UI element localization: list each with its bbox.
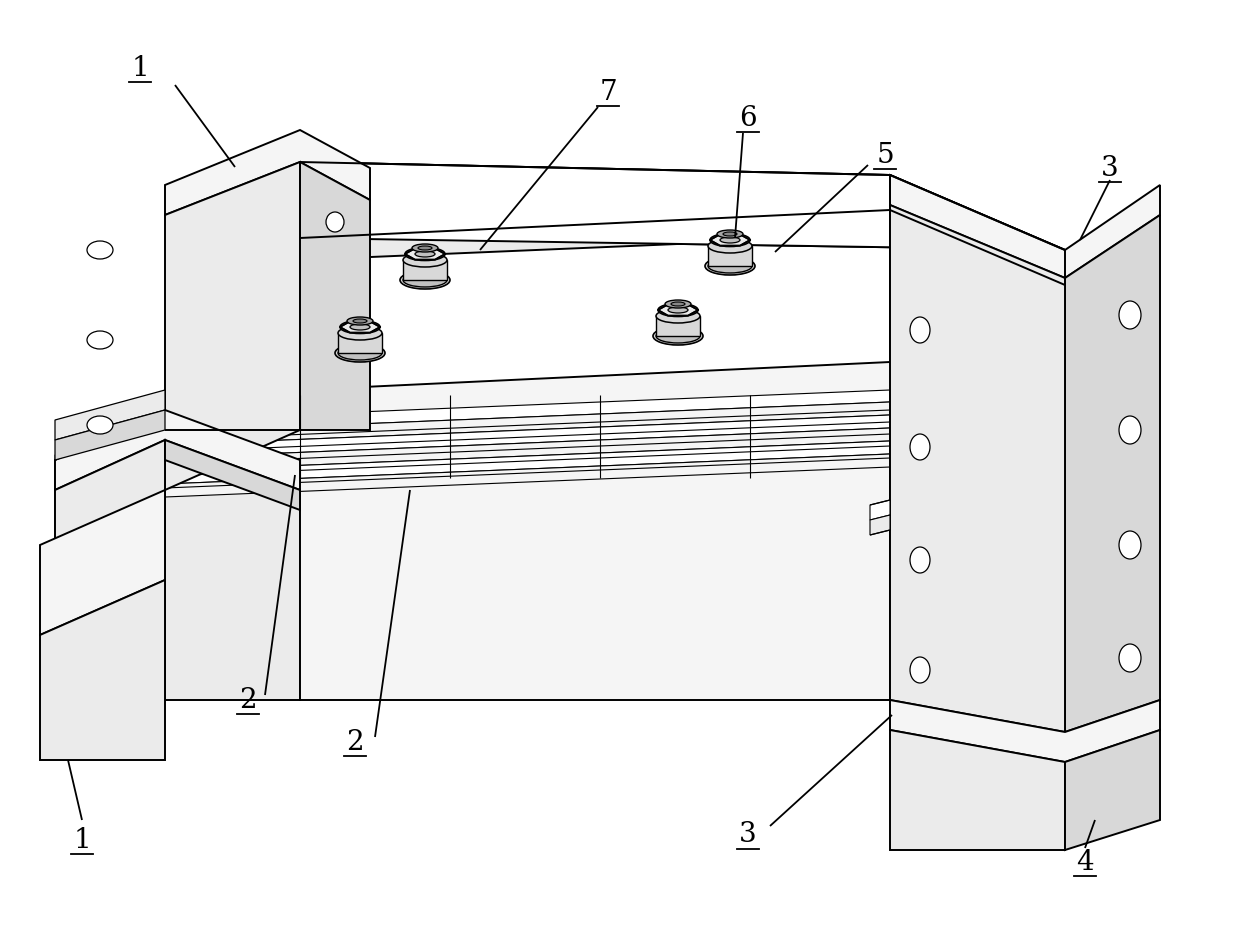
Ellipse shape bbox=[718, 230, 743, 238]
Ellipse shape bbox=[412, 244, 438, 252]
Polygon shape bbox=[56, 432, 165, 480]
Text: 2: 2 bbox=[240, 687, 257, 713]
Polygon shape bbox=[56, 440, 165, 580]
Polygon shape bbox=[1065, 730, 1160, 850]
Polygon shape bbox=[165, 390, 890, 432]
Text: 3: 3 bbox=[740, 821, 757, 849]
Ellipse shape bbox=[417, 246, 432, 250]
Polygon shape bbox=[56, 471, 165, 519]
Ellipse shape bbox=[1119, 644, 1141, 672]
Polygon shape bbox=[165, 441, 890, 484]
Text: 4: 4 bbox=[1076, 849, 1094, 875]
Ellipse shape bbox=[86, 241, 112, 259]
Text: 1: 1 bbox=[73, 827, 91, 853]
Text: 5: 5 bbox=[876, 141, 894, 169]
Ellipse shape bbox=[340, 320, 380, 333]
Ellipse shape bbox=[335, 344, 385, 362]
Ellipse shape bbox=[671, 302, 685, 306]
Text: 3: 3 bbox=[1102, 154, 1119, 182]
Polygon shape bbox=[300, 162, 370, 430]
Polygon shape bbox=[869, 500, 890, 520]
Polygon shape bbox=[405, 248, 445, 259]
Polygon shape bbox=[300, 362, 1065, 468]
Text: 2: 2 bbox=[346, 728, 364, 756]
Polygon shape bbox=[56, 484, 165, 532]
Ellipse shape bbox=[350, 324, 370, 330]
Polygon shape bbox=[300, 162, 1065, 250]
Polygon shape bbox=[710, 234, 750, 245]
Ellipse shape bbox=[722, 232, 737, 236]
Ellipse shape bbox=[326, 212, 345, 232]
Polygon shape bbox=[1065, 215, 1160, 732]
Polygon shape bbox=[56, 445, 165, 493]
Polygon shape bbox=[300, 440, 890, 700]
Polygon shape bbox=[890, 175, 1160, 278]
Polygon shape bbox=[890, 440, 1065, 740]
Polygon shape bbox=[340, 321, 380, 332]
Polygon shape bbox=[338, 333, 382, 353]
Polygon shape bbox=[403, 260, 447, 280]
Ellipse shape bbox=[708, 259, 752, 273]
Ellipse shape bbox=[86, 416, 112, 434]
Ellipse shape bbox=[338, 346, 382, 360]
Polygon shape bbox=[165, 454, 890, 497]
Polygon shape bbox=[165, 402, 890, 445]
Ellipse shape bbox=[708, 239, 752, 253]
Ellipse shape bbox=[353, 319, 367, 323]
Ellipse shape bbox=[720, 237, 740, 243]
Ellipse shape bbox=[710, 234, 750, 246]
Polygon shape bbox=[656, 316, 700, 336]
Ellipse shape bbox=[1119, 416, 1141, 444]
Polygon shape bbox=[869, 515, 890, 535]
Ellipse shape bbox=[415, 251, 435, 257]
Text: 1: 1 bbox=[131, 55, 149, 81]
Polygon shape bbox=[56, 390, 165, 440]
Ellipse shape bbox=[1119, 301, 1141, 329]
Ellipse shape bbox=[403, 253, 447, 267]
Ellipse shape bbox=[658, 303, 698, 316]
Ellipse shape bbox=[653, 327, 703, 345]
Polygon shape bbox=[40, 580, 165, 760]
Polygon shape bbox=[56, 410, 300, 490]
Ellipse shape bbox=[86, 331, 112, 349]
Ellipse shape bbox=[668, 307, 688, 313]
Polygon shape bbox=[165, 130, 370, 215]
Polygon shape bbox=[300, 162, 1065, 250]
Polygon shape bbox=[658, 304, 698, 315]
Text: 7: 7 bbox=[599, 79, 616, 105]
Polygon shape bbox=[40, 490, 165, 635]
Polygon shape bbox=[56, 410, 165, 460]
Text: 6: 6 bbox=[740, 104, 757, 132]
Polygon shape bbox=[890, 730, 1065, 850]
Ellipse shape bbox=[705, 257, 755, 275]
Ellipse shape bbox=[338, 326, 382, 340]
Ellipse shape bbox=[405, 247, 445, 260]
Polygon shape bbox=[890, 700, 1160, 762]
Polygon shape bbox=[300, 210, 1065, 310]
Ellipse shape bbox=[403, 273, 447, 287]
Ellipse shape bbox=[1119, 531, 1141, 559]
Ellipse shape bbox=[347, 317, 373, 325]
Polygon shape bbox=[165, 162, 300, 490]
Polygon shape bbox=[165, 428, 890, 471]
Ellipse shape bbox=[664, 300, 692, 308]
Ellipse shape bbox=[400, 271, 450, 289]
Ellipse shape bbox=[910, 547, 930, 573]
Polygon shape bbox=[708, 246, 752, 266]
Polygon shape bbox=[165, 430, 300, 700]
Polygon shape bbox=[890, 205, 1065, 732]
Ellipse shape bbox=[910, 657, 930, 683]
Ellipse shape bbox=[656, 309, 700, 323]
Ellipse shape bbox=[910, 434, 930, 460]
Ellipse shape bbox=[656, 329, 700, 343]
Polygon shape bbox=[56, 458, 165, 506]
Polygon shape bbox=[165, 440, 300, 510]
Polygon shape bbox=[56, 420, 165, 467]
Polygon shape bbox=[165, 415, 890, 458]
Ellipse shape bbox=[910, 317, 930, 343]
